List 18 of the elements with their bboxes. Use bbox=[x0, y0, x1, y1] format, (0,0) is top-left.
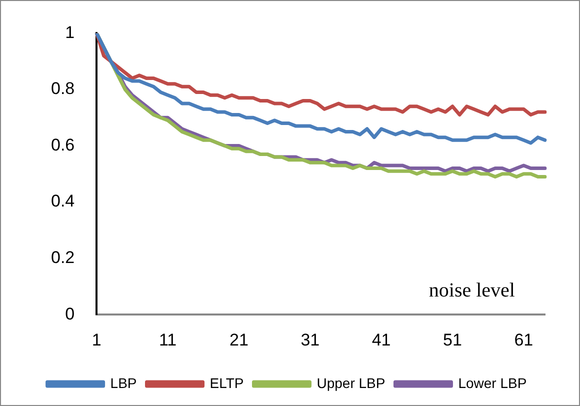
x-tick-label: 11 bbox=[158, 330, 177, 350]
x-tick-label: 31 bbox=[300, 330, 320, 350]
x-tick-label: 41 bbox=[372, 330, 391, 350]
legend-label: Lower LBP bbox=[458, 374, 527, 391]
annotation: noise level bbox=[428, 280, 516, 302]
legend-label: Upper LBP bbox=[316, 374, 386, 391]
legend-label: ELTP bbox=[210, 374, 244, 391]
y-tick-label: 0 bbox=[65, 304, 75, 324]
y-tick-label: 0.4 bbox=[50, 192, 75, 211]
x-tick-label: 61 bbox=[514, 330, 534, 350]
y-tick-label: 0.8 bbox=[50, 79, 75, 98]
y-tick-label: 0.6 bbox=[50, 135, 75, 154]
x-tick-label: 1 bbox=[92, 330, 102, 350]
y-tick-label: 0.2 bbox=[50, 248, 75, 268]
x-tick-label: 51 bbox=[443, 330, 462, 350]
x-tick-label: 21 bbox=[230, 330, 248, 350]
y-tick-label: 1 bbox=[65, 22, 75, 42]
legend-label: LBP bbox=[110, 374, 137, 391]
